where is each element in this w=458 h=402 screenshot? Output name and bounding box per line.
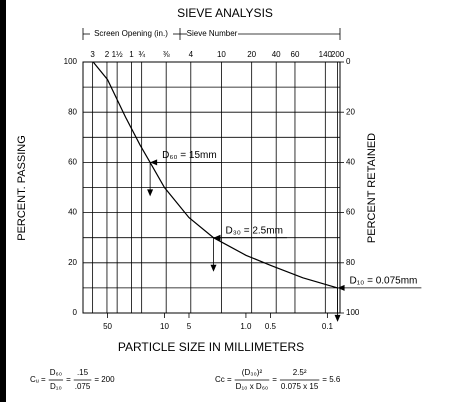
y-tick-label: 20 xyxy=(68,258,77,267)
x2-tick-label: 1½ xyxy=(112,50,123,59)
y-tick-label: 40 xyxy=(68,208,77,217)
x2-tick-label: ⅜ xyxy=(163,50,170,59)
x2-tick-label: 4 xyxy=(189,50,194,59)
y2-tick-label: 20 xyxy=(346,107,355,116)
formula-den: .075 xyxy=(75,382,91,391)
x-tick-label: 0.1 xyxy=(322,322,334,331)
arrowhead xyxy=(210,264,217,272)
x2-group-label: Sieve Number xyxy=(187,29,238,38)
x2-group-label: Screen Opening (in.) xyxy=(94,29,168,38)
x2-tick-label: 60 xyxy=(291,50,300,59)
y2-tick-label: 80 xyxy=(346,258,355,267)
y2-axis-title: PERCENT RETAINED xyxy=(366,133,378,243)
formula-text: Cᵤ = xyxy=(30,375,46,384)
arrowhead xyxy=(334,314,341,322)
x2-tick-label: 200 xyxy=(331,50,345,59)
formula-num: 2.5² xyxy=(293,368,307,377)
x2-tick-label: 3 xyxy=(90,50,95,59)
formula-text: = 5.6 xyxy=(322,375,341,384)
x2-tick-label: 1 xyxy=(129,50,134,59)
formula-den: D₁₀ xyxy=(50,382,62,391)
x-tick-label: 1.0 xyxy=(240,322,252,331)
y2-tick-label: 60 xyxy=(346,208,355,217)
chart-title: SIEVE ANALYSIS xyxy=(177,6,273,20)
x2-tick-label: 140 xyxy=(319,50,333,59)
x-axis-title: PARTICLE SIZE IN MILLIMETERS xyxy=(118,340,304,354)
arrowhead xyxy=(337,284,345,291)
annotation-label: D₃₀ = 2.5mm xyxy=(226,225,283,236)
x-tick-label: 0.5 xyxy=(265,322,277,331)
y2-tick-label: 0 xyxy=(346,57,351,66)
formula-num: (D₃₀)² xyxy=(242,368,263,377)
formula-text: = xyxy=(66,375,71,384)
formula-text: = 200 xyxy=(94,375,115,384)
y2-tick-label: 100 xyxy=(346,308,360,317)
y-axis-title: PERCENT. PASSING xyxy=(16,135,28,241)
series-line xyxy=(92,61,338,289)
arrowhead xyxy=(213,234,221,241)
x2-tick-label: 2 xyxy=(105,50,110,59)
formula-den: D₁₀ x D₆₀ xyxy=(236,382,269,391)
formula-den: 0.075 x 15 xyxy=(281,382,319,391)
formula-text: = xyxy=(272,375,277,384)
y-tick-label: 0 xyxy=(73,308,78,317)
annotation-label: D₆₀ = 15mm xyxy=(162,150,217,161)
x-tick-label: 5 xyxy=(187,322,192,331)
x2-tick-label: ¾ xyxy=(138,50,145,59)
y2-tick-label: 40 xyxy=(346,158,355,167)
arrowhead xyxy=(150,159,158,166)
x-tick-label: 10 xyxy=(160,322,169,331)
y-tick-label: 60 xyxy=(68,158,77,167)
formula-num: D₆₀ xyxy=(50,368,62,377)
formula-text: Cc = xyxy=(215,375,232,384)
formula-num: .15 xyxy=(77,368,89,377)
x2-tick-label: 20 xyxy=(247,50,256,59)
annotation-label: D₁₀ = 0.075mm xyxy=(350,276,418,287)
x-tick-label: 50 xyxy=(103,322,112,331)
left-border xyxy=(0,0,6,402)
y-tick-label: 100 xyxy=(64,57,78,66)
y-tick-label: 80 xyxy=(68,107,77,116)
x2-tick-label: 40 xyxy=(272,50,281,59)
x2-tick-label: 10 xyxy=(217,50,226,59)
arrowhead xyxy=(147,189,154,197)
